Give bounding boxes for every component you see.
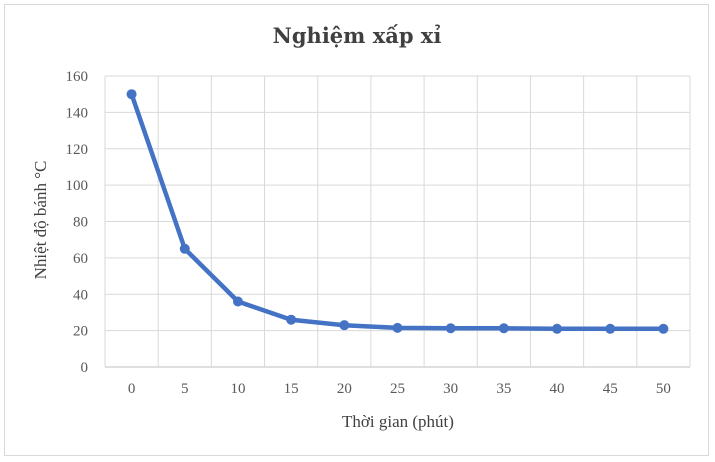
- x-tick-label: 5: [181, 381, 189, 397]
- data-point: [392, 322, 403, 333]
- y-tick-label: 140: [66, 105, 89, 121]
- x-tick-label: 20: [337, 381, 352, 397]
- data-point: [126, 89, 137, 100]
- x-axis-label: Thời gian (phút): [342, 412, 454, 431]
- y-axis-label: Nhiệt độ bánh °C: [31, 161, 50, 280]
- x-tick-label: 15: [284, 381, 299, 397]
- y-tick-label: 20: [73, 324, 88, 340]
- data-point: [339, 320, 350, 331]
- y-tick-label: 120: [66, 142, 89, 158]
- y-tick-label: 0: [81, 360, 89, 376]
- y-tick-label: 40: [73, 287, 88, 303]
- y-axis-ticks: 0 20 40 60 80 100 120 140 160: [66, 69, 89, 376]
- x-tick-label: 40: [550, 381, 565, 397]
- data-points: [126, 89, 669, 334]
- x-tick-label: 35: [496, 381, 511, 397]
- data-point: [286, 314, 297, 325]
- chart-frame: [4, 4, 709, 456]
- data-point: [445, 323, 456, 334]
- x-tick-label: 0: [128, 381, 136, 397]
- y-tick-label: 160: [66, 69, 89, 85]
- x-tick-label: 25: [390, 381, 405, 397]
- y-tick-label: 100: [66, 178, 89, 194]
- data-point: [498, 323, 509, 334]
- x-tick-label: 45: [603, 381, 618, 397]
- data-point: [179, 243, 190, 254]
- x-tick-label: 50: [656, 381, 671, 397]
- data-point: [552, 323, 563, 334]
- x-tick-label: 30: [443, 381, 458, 397]
- gridlines: [104, 75, 691, 368]
- data-point: [658, 323, 669, 334]
- x-axis-ticks: 0 5 10 15 20 25 30 35 40 45 50: [128, 381, 671, 397]
- x-tick-label: 10: [230, 381, 245, 397]
- data-point: [605, 323, 616, 334]
- chart-title: Nghiệm xấp xỉ: [273, 23, 442, 48]
- data-point: [232, 296, 243, 307]
- y-tick-label: 60: [73, 251, 88, 267]
- y-tick-label: 80: [73, 215, 88, 231]
